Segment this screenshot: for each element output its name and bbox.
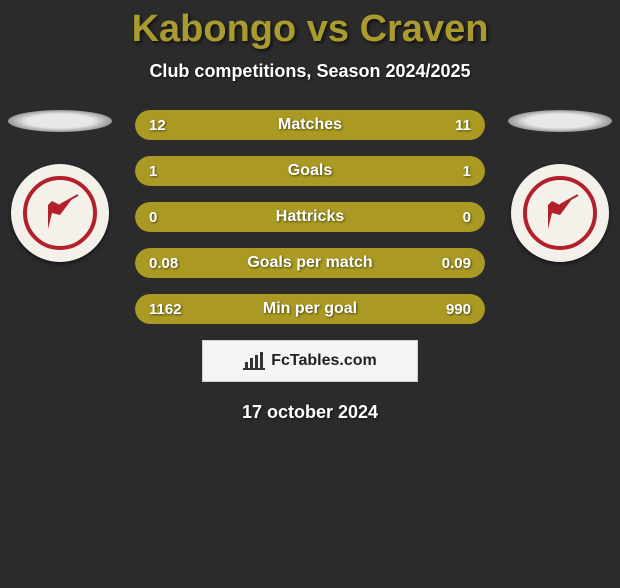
- stat-bar: 1162 Min per goal 990: [135, 294, 485, 324]
- stat-label: Matches: [278, 116, 342, 134]
- bar-chart-icon: [243, 352, 265, 370]
- stat-bar-fill-left: [135, 156, 310, 186]
- archer-icon: [538, 191, 582, 235]
- stat-bar: 1 Goals 1: [135, 156, 485, 186]
- footer-brand-box[interactable]: FcTables.com: [202, 340, 418, 382]
- stat-value-right: 0: [463, 209, 471, 226]
- subtitle: Club competitions, Season 2024/2025: [0, 61, 620, 82]
- left-club-badge-inner: [23, 176, 97, 250]
- stat-label: Goals: [288, 162, 332, 180]
- right-player-photo-placeholder: [508, 110, 612, 132]
- stat-value-left: 0: [149, 209, 157, 226]
- stat-label: Goals per match: [247, 254, 372, 272]
- left-player-column: [8, 110, 112, 262]
- archer-icon: [38, 191, 82, 235]
- stat-value-left: 1162: [149, 301, 182, 318]
- stat-value-right: 990: [446, 301, 471, 318]
- footer-brand-label: FcTables.com: [271, 352, 377, 370]
- left-club-badge: [11, 164, 109, 262]
- stat-bars: 12Matches111Goals10Hattricks00.08Goals p…: [135, 110, 485, 324]
- stat-value-right: 0.09: [442, 255, 471, 272]
- stat-value-left: 1: [149, 163, 157, 180]
- stat-bar: 12 Matches 11: [135, 110, 485, 140]
- stat-value-right: 1: [463, 163, 471, 180]
- comparison-layout: 12Matches111Goals10Hattricks00.08Goals p…: [0, 110, 620, 324]
- right-club-badge: [511, 164, 609, 262]
- page-title: Kabongo vs Craven: [0, 8, 620, 51]
- stat-value-left: 12: [149, 117, 166, 134]
- stat-value-left: 0.08: [149, 255, 178, 272]
- left-player-photo-placeholder: [8, 110, 112, 132]
- stat-label: Min per goal: [263, 300, 357, 318]
- stat-value-right: 11: [455, 117, 471, 134]
- right-player-column: [508, 110, 612, 262]
- stat-bar: 0.08 Goals per match 0.09: [135, 248, 485, 278]
- stat-bar: 0 Hattricks 0: [135, 202, 485, 232]
- stat-bar-fill-right: [310, 156, 485, 186]
- stat-label: Hattricks: [276, 208, 344, 226]
- right-club-badge-inner: [523, 176, 597, 250]
- date-label: 17 october 2024: [0, 402, 620, 423]
